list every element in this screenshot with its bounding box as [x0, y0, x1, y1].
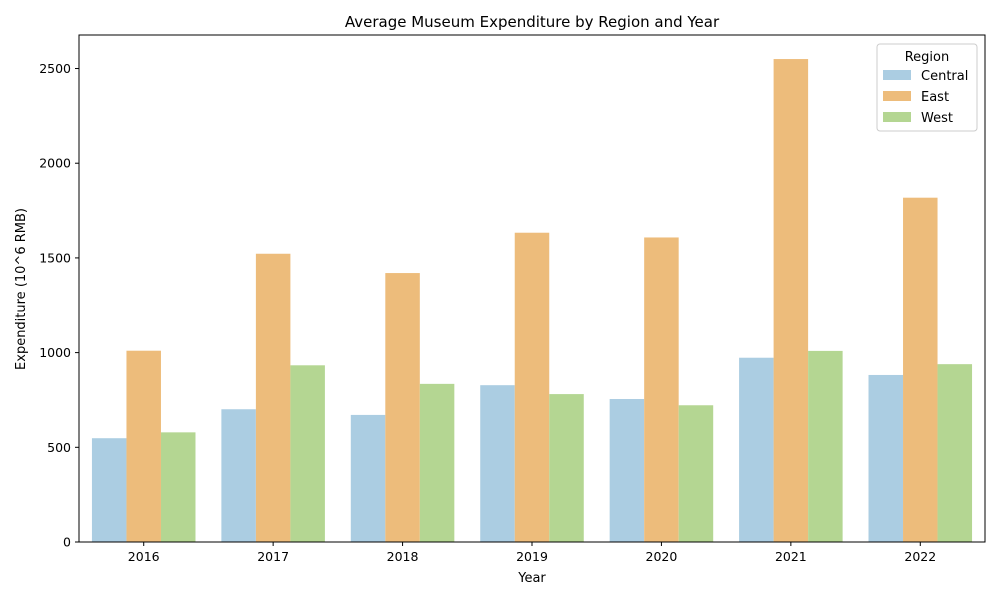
bars-layer [91, 59, 973, 543]
legend-swatch-east [883, 91, 911, 101]
y-tick-label: 500 [47, 440, 71, 455]
legend-box [876, 43, 978, 132]
bar-west-2021 [808, 350, 843, 542]
bar-central-2020 [609, 399, 645, 542]
x-tick-label: 2017 [257, 549, 289, 564]
y-axis-label: Expenditure (10^6 RMB) [14, 208, 29, 370]
bar-west-2019 [549, 394, 584, 542]
y-tick-label: 0 [63, 535, 71, 550]
bar-east-2017 [255, 253, 291, 542]
legend-swatch-west [883, 112, 911, 122]
x-axis-label: Year [517, 571, 546, 586]
bar-west-2022 [937, 364, 973, 542]
y-tick-label: 1500 [39, 250, 71, 265]
x-tick-label: 2019 [516, 549, 548, 564]
bar-east-2019 [514, 232, 550, 542]
bar-east-2022 [903, 197, 938, 542]
bar-central-2019 [480, 385, 515, 542]
legend-label-central: Central [921, 69, 968, 84]
x-tick-label: 2021 [775, 549, 807, 564]
bar-central-2021 [739, 357, 774, 542]
bar-central-2022 [868, 374, 904, 542]
bar-central-2018 [350, 414, 386, 542]
bar-west-2016 [160, 432, 196, 542]
bar-west-2020 [678, 405, 714, 542]
legend-swatch-central [883, 70, 911, 80]
axes-layer: 0 500 1000 1500 2000 2500 2016 2017 2018 2019 2020… [39, 34, 986, 564]
legend-title: Region [905, 50, 950, 65]
bar-east-2016 [126, 350, 161, 542]
y-tick-label: 1000 [39, 345, 71, 360]
x-tick-label: 2018 [387, 549, 419, 564]
bar-west-2017 [290, 365, 325, 542]
bar-west-2018 [419, 383, 455, 542]
x-tick-label: 2022 [904, 549, 936, 564]
x-tick-label: 2020 [646, 549, 678, 564]
legend-label-east: East [921, 90, 949, 105]
x-tick-label: 2016 [128, 549, 160, 564]
legend: Region Central East West [876, 43, 978, 132]
y-tick-label: 2000 [39, 156, 71, 171]
bar-east-2018 [385, 273, 420, 542]
bar-east-2021 [773, 59, 809, 543]
bar-central-2017 [221, 409, 256, 542]
chart-title: Average Museum Expenditure by Region and… [345, 13, 720, 31]
bar-central-2016 [91, 438, 127, 542]
legend-label-west: West [921, 111, 953, 126]
y-tick-label: 2500 [39, 61, 71, 76]
bar-east-2020 [644, 237, 679, 542]
